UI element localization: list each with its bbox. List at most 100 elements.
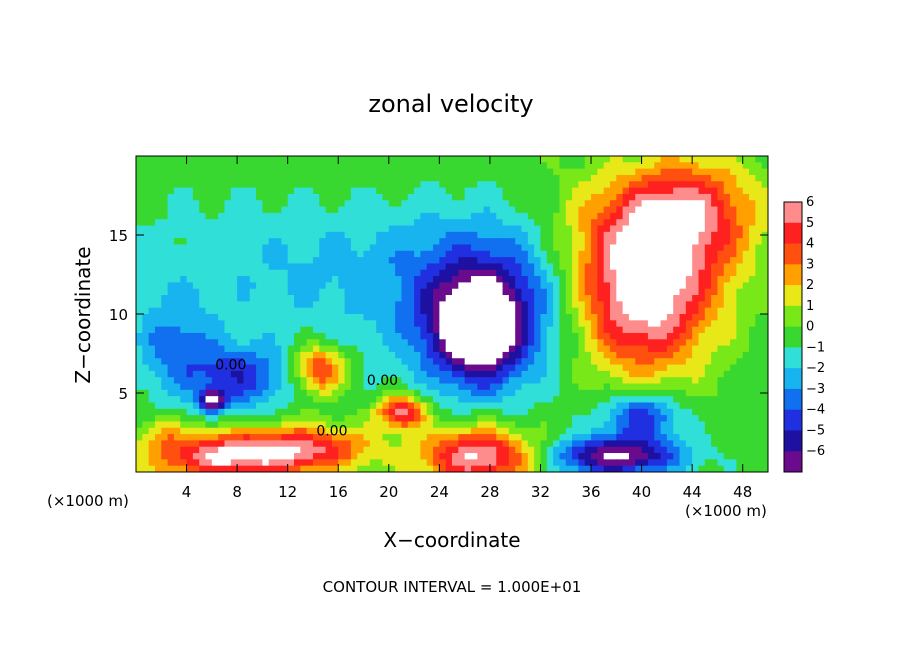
heat-cell <box>578 453 586 460</box>
heat-cell <box>237 351 245 359</box>
heat-cell <box>319 206 327 214</box>
heat-cell <box>502 187 510 195</box>
heat-cell <box>186 314 194 321</box>
heat-cell <box>287 383 295 391</box>
heat-cell <box>749 320 756 328</box>
heat-cell <box>211 193 219 201</box>
heat-cell <box>300 389 308 397</box>
heat-cell <box>546 358 554 366</box>
heat-cell <box>407 345 415 353</box>
heat-cell <box>268 427 276 435</box>
heat-cell <box>534 434 542 441</box>
heat-cell <box>256 434 263 441</box>
heat-cell <box>357 307 365 315</box>
heat-cell <box>306 408 314 416</box>
heat-cell <box>610 434 617 441</box>
heat-cell <box>395 453 403 460</box>
heat-cell <box>211 408 219 416</box>
heat-cell <box>173 383 181 391</box>
heat-cell <box>312 282 320 290</box>
heat-cell <box>635 162 643 170</box>
heat-cell <box>420 301 428 309</box>
heat-cell <box>489 162 497 170</box>
heat-cell <box>711 415 719 423</box>
heat-cell <box>761 276 768 283</box>
heat-cell <box>736 257 744 265</box>
heat-cell <box>237 269 245 277</box>
heat-cell <box>319 200 327 208</box>
heat-cell <box>363 307 371 315</box>
heat-cell <box>742 200 750 208</box>
heat-cell <box>407 307 415 315</box>
heat-cell <box>666 181 674 189</box>
heat-cell <box>477 187 485 195</box>
heat-cell <box>458 402 466 410</box>
heat-cell <box>262 206 270 214</box>
heat-cell <box>685 187 693 195</box>
heat-cell <box>357 225 365 233</box>
heat-cell <box>610 156 617 163</box>
heat-cell <box>388 282 396 290</box>
heat-cell <box>445 250 453 258</box>
heat-cell <box>660 200 668 208</box>
heat-cell <box>515 250 523 258</box>
heat-cell <box>673 187 681 195</box>
heat-cell <box>319 314 327 321</box>
heat-cell <box>692 396 700 404</box>
heat-cell <box>628 408 636 416</box>
heat-cell <box>357 301 365 309</box>
heat-cell <box>553 231 561 239</box>
heat-cell <box>730 415 737 423</box>
heat-cell <box>496 295 504 302</box>
heat-cell <box>458 250 466 258</box>
heat-cell <box>136 174 143 182</box>
heat-cell <box>534 269 542 277</box>
heat-cell <box>749 408 756 416</box>
heat-cell <box>578 250 586 258</box>
heat-cell <box>742 345 750 353</box>
heat-cell <box>439 219 447 227</box>
heat-cell <box>186 345 194 353</box>
heat-cell <box>268 200 276 208</box>
heat-cell <box>464 446 472 454</box>
heat-cell <box>527 345 535 353</box>
heat-cell <box>439 295 447 302</box>
heat-cell <box>287 364 295 372</box>
heat-cell <box>407 200 415 208</box>
heat-cell <box>363 358 371 366</box>
heat-cell <box>578 206 586 214</box>
heat-cell <box>666 364 674 372</box>
heat-cell <box>243 162 251 170</box>
heat-cell <box>426 238 434 246</box>
heat-cell <box>224 446 232 454</box>
heat-cell <box>376 168 384 176</box>
heat-cell <box>641 345 649 353</box>
heat-cell <box>167 402 175 410</box>
heat-cell <box>344 415 352 423</box>
heat-cell <box>161 427 169 435</box>
heat-cell <box>407 421 415 429</box>
heat-cell <box>192 351 200 359</box>
heat-cell <box>218 276 226 283</box>
heat-cell <box>527 421 535 429</box>
heat-cell <box>331 156 339 163</box>
heat-cell <box>730 402 737 410</box>
heat-cell <box>546 193 554 201</box>
heat-cell <box>584 206 592 214</box>
heat-cell <box>647 193 655 201</box>
heat-cell <box>180 181 188 189</box>
heat-cell <box>502 396 510 404</box>
heat-cell <box>679 332 687 340</box>
heat-cell <box>192 174 200 182</box>
heat-cell <box>666 370 674 378</box>
heat-cell <box>666 156 674 163</box>
heat-cell <box>452 219 459 227</box>
heat-cell <box>325 332 333 340</box>
heat-cell <box>388 276 396 283</box>
heat-cell <box>262 168 270 176</box>
heat-cell <box>730 282 737 290</box>
heat-cell <box>610 244 617 252</box>
heat-cell <box>553 351 561 359</box>
heat-cell <box>660 288 668 296</box>
heat-cell <box>704 225 712 233</box>
